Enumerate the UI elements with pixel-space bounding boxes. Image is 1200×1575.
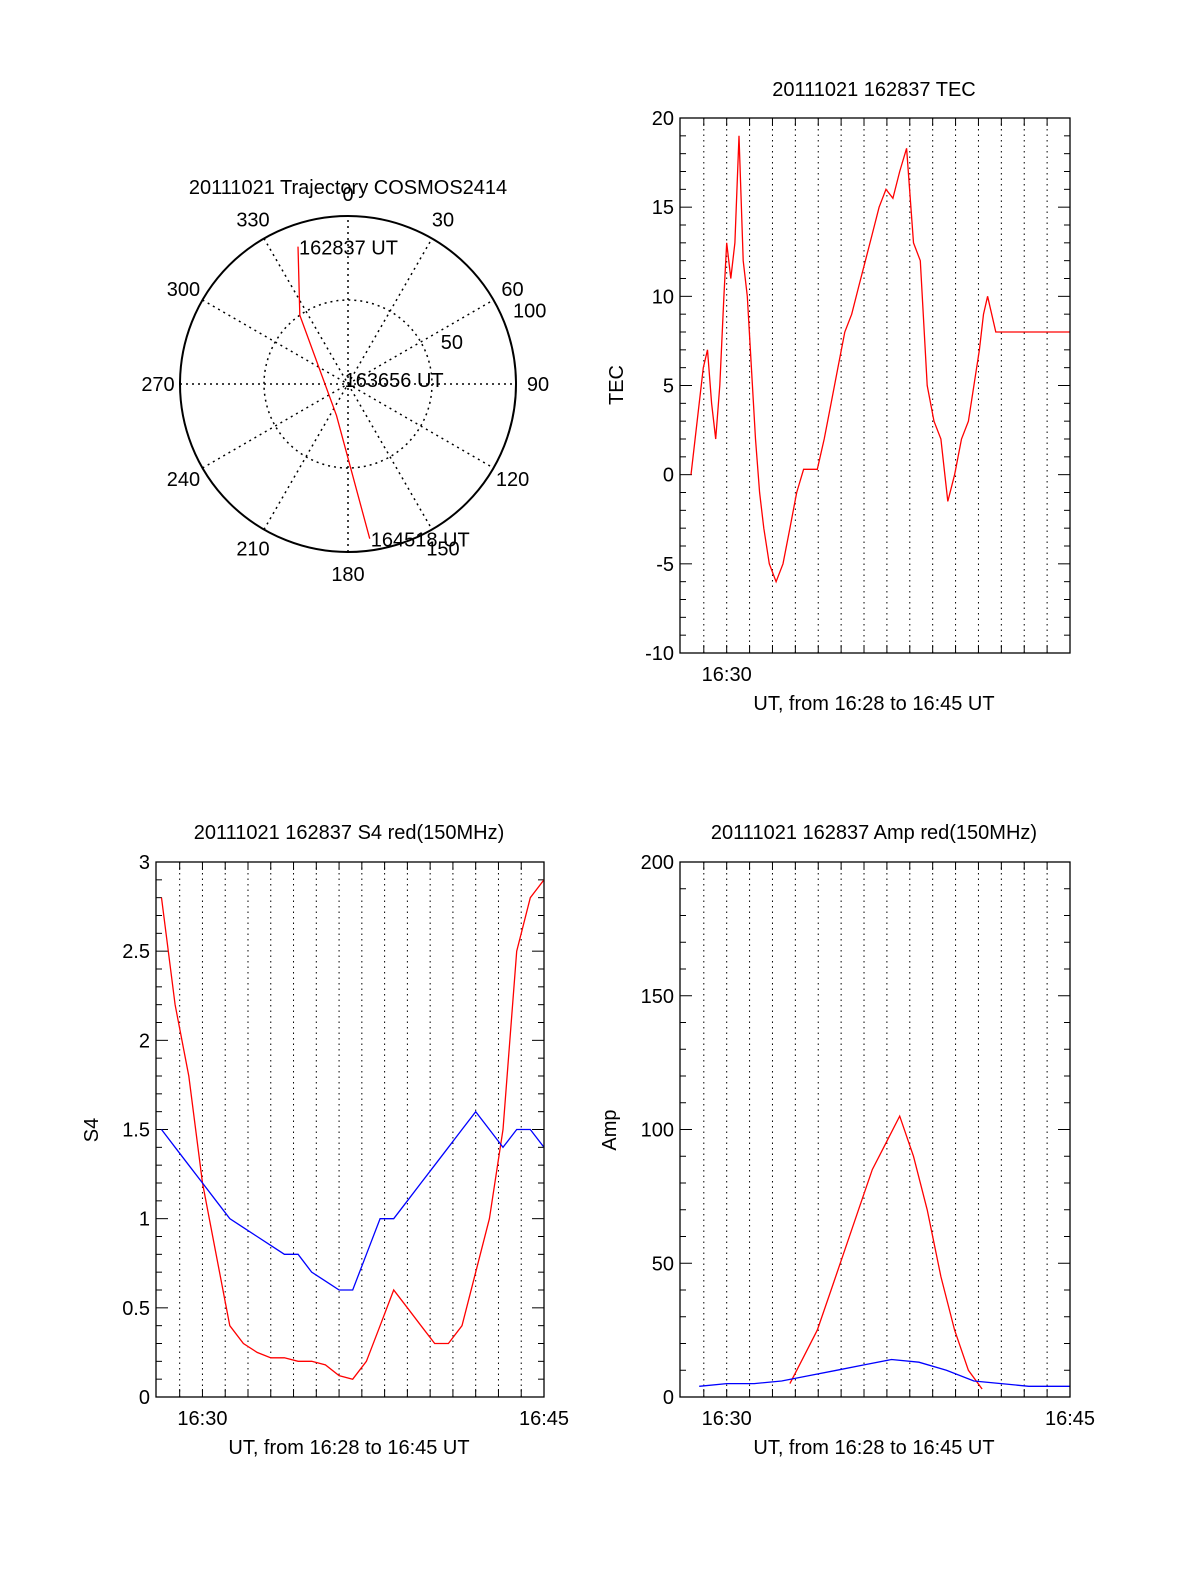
y-tick-label: 20 [652,108,674,130]
polar-azimuth-label: 150 [426,539,459,561]
x-tick-label: 16:30 [702,664,752,686]
y-tick-label: 1.5 [122,1120,150,1142]
amp-title: 20111021 162837 Amp red(150MHz) [711,822,1037,844]
polar-azimuth-label: 210 [236,539,269,561]
x-tick-label: 16:30 [177,1408,227,1430]
trajectory-line [297,246,371,539]
y-tick-label: 2.5 [122,941,150,963]
x-tick-label: 16:45 [1045,1408,1095,1430]
y-tick-label: 10 [652,286,674,308]
polar-trajectory: 162837 UT 163656 UT 164518 UT [297,238,470,552]
series-line [690,135,1070,584]
y-tick-label: -5 [656,554,674,576]
polar-azimuth-label: 300 [167,279,200,301]
polar-trajectory-panel: 20111021 Trajectory COSMOS2414 0 30 60 90 12… [141,177,549,586]
tec-title: 20111021 162837 TEC [772,79,976,101]
polar-azimuth-labels: 0 30 60 90 120 150 180 210 240 270 300 330 50 100 [141,184,549,586]
y-tick-label: 1 [139,1209,150,1231]
polar-title: 20111021 Trajectory COSMOS2414 [189,177,507,199]
amp-panel: 20111021 162837 Amp red(150MHz) UT, from… [599,822,1095,1459]
s4-xlabel: UT, from 16:28 to 16:45 UT [228,1437,469,1459]
trajectory-time-label: 164518 UT [371,530,470,552]
polar-azimuth-label: 180 [331,564,364,586]
s4-ylabel: S4 [81,1118,103,1142]
tec-xlabel: UT, from 16:28 to 16:45 UT [753,693,994,715]
y-tick-label: 0.5 [122,1298,150,1320]
y-tick-label: 0 [139,1387,150,1409]
polar-grid [179,215,517,553]
s4-panel: 20111021 162837 S4 red(150MHz) UT, from … [81,822,569,1459]
y-tick-label: 100 [641,1120,674,1142]
polar-ring-label: 50 [441,332,463,354]
y-tick-label: -10 [645,643,674,665]
x-tick-label: 16:45 [519,1408,569,1430]
series-line [160,1110,544,1291]
polar-azimuth-label: 90 [527,374,549,396]
plot-frame [155,861,545,1398]
trajectory-time-label: 162837 UT [299,238,398,260]
y-tick-label: 200 [641,852,674,874]
tec-ylabel: TEC [606,365,628,405]
polar-azimuth-label: 240 [167,469,200,491]
polar-spoke [263,238,433,530]
polar-azimuth-label: 120 [496,469,529,491]
polar-azimuth-label: 270 [141,374,174,396]
polar-azimuth-label: 330 [236,209,269,231]
s4-title: 20111021 162837 S4 red(150MHz) [194,822,505,844]
series-line [160,879,544,1380]
y-tick-label: 15 [652,197,674,219]
y-tick-label: 3 [139,852,150,874]
polar-azimuth-label: 30 [432,209,454,231]
y-tick-label: 50 [652,1253,674,1275]
trajectory-time-label: 163656 UT [345,370,444,392]
y-tick-label: 2 [139,1030,150,1052]
polar-azimuth-label: 0 [342,184,353,206]
plot-frame [679,861,1071,1398]
y-tick-label: 0 [663,1387,674,1409]
y-tick-label: 150 [641,986,674,1008]
series-line [789,1114,983,1390]
y-tick-label: 0 [663,465,674,487]
plot-frame [679,117,1071,654]
tec-panel: 20111021 162837 TEC UT, from 16:28 to 16… [606,79,1071,715]
polar-azimuth-label: 60 [501,279,523,301]
y-tick-label: 5 [663,376,674,398]
polar-ring-label: 100 [513,301,546,323]
x-tick-label: 16:30 [702,1408,752,1430]
series-line [699,1358,1070,1387]
amp-xlabel: UT, from 16:28 to 16:45 UT [753,1437,994,1459]
amp-ylabel: Amp [599,1109,621,1150]
